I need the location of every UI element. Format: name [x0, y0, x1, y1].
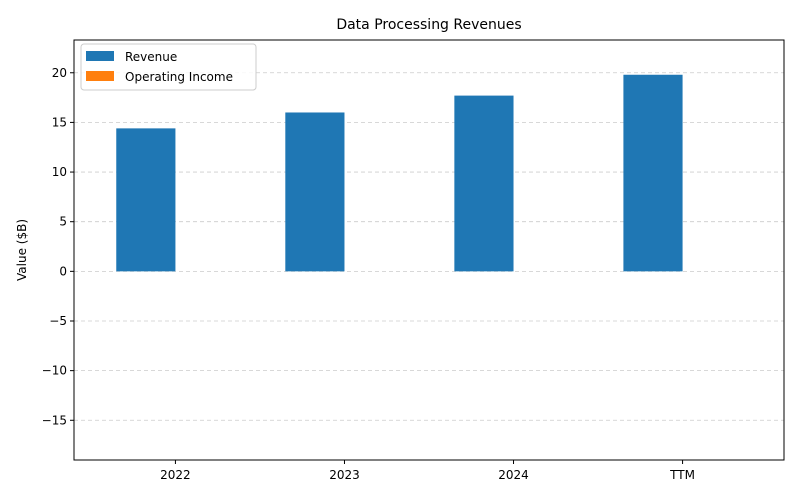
bar-revenue	[454, 95, 514, 272]
legend-box	[80, 43, 257, 91]
bar-revenue	[116, 128, 176, 272]
legend-swatch	[86, 51, 114, 61]
y-tick-label: −5	[49, 314, 67, 328]
legend-entry: Operating Income	[125, 70, 233, 84]
x-tick-label: 2023	[329, 468, 360, 482]
x-tick-label: 2024	[498, 468, 529, 482]
legend-entry: Revenue	[125, 50, 177, 64]
bar-revenue	[623, 74, 683, 272]
y-tick-label: 0	[59, 264, 67, 278]
legend-swatch	[86, 71, 114, 81]
y-tick-label: 10	[52, 165, 67, 179]
x-tick-label: TTM	[669, 468, 695, 482]
x-tick-label: 2022	[160, 468, 191, 482]
y-tick-label: 5	[59, 215, 67, 229]
y-tick-label: 15	[52, 115, 67, 129]
y-axis: −15 −10 −5 0 5 10 15 20	[42, 66, 74, 427]
bars	[116, 74, 683, 272]
y-tick-label: 20	[52, 66, 67, 80]
x-axis: 2022 2023 2024 TTM	[160, 460, 695, 482]
y-tick-label: −10	[42, 364, 67, 378]
bar-revenue	[285, 112, 345, 272]
plot-frame	[73, 39, 785, 461]
y-tick-label: −15	[42, 413, 67, 427]
y-axis-label: Value ($B)	[15, 219, 29, 281]
chart-title: Data Processing Revenues	[336, 17, 521, 33]
legend: Revenue Operating Income	[80, 43, 257, 91]
